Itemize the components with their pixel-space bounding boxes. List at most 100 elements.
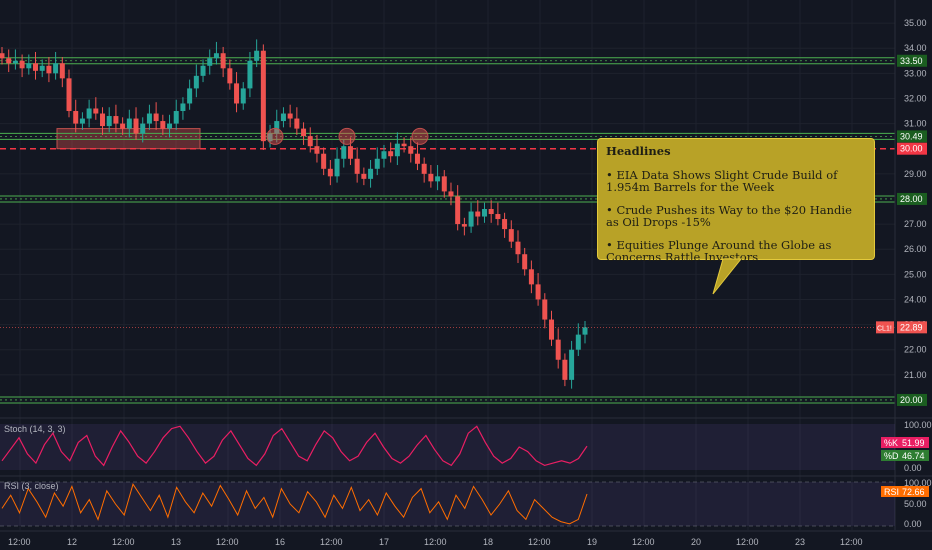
- candle-body: [522, 254, 528, 270]
- candle-body: [200, 65, 206, 76]
- candle-body: [542, 299, 548, 320]
- candle-body: [535, 284, 541, 300]
- candle-body: [435, 176, 441, 182]
- rsi-tag-bg: [881, 486, 929, 497]
- rsi-axis-tick: 50.00: [904, 499, 927, 509]
- candle-body: [113, 116, 119, 124]
- candle-body: [100, 113, 106, 127]
- candle-body: [388, 151, 394, 157]
- candle-body: [347, 146, 353, 159]
- level-label-bg: [897, 192, 927, 205]
- candle-body: [468, 211, 474, 227]
- candle-body: [575, 334, 581, 350]
- stoch-d-name: %D: [884, 451, 899, 461]
- candle-body: [180, 103, 186, 112]
- candle-body: [569, 349, 575, 380]
- candle-body: [414, 153, 420, 164]
- headlines-callout[interactable]: Headlines • EIA Data Shows Slight Crude …: [597, 138, 875, 264]
- candle-body: [66, 78, 72, 112]
- candle-body: [39, 65, 45, 71]
- stoch-d-tag-bg: [881, 450, 929, 461]
- time-axis-tick: 12:00: [8, 537, 31, 547]
- candle-body: [441, 176, 447, 192]
- candle-body: [374, 158, 380, 169]
- candle-body: [582, 327, 588, 335]
- time-axis-tick: 20: [691, 537, 701, 547]
- candle-body: [73, 111, 79, 124]
- level-label: 30.49: [900, 131, 923, 141]
- price-axis-tick: 32.00: [904, 93, 927, 103]
- candle-body: [153, 113, 159, 122]
- candle-body: [220, 53, 226, 69]
- candle-body: [401, 143, 407, 147]
- candle-body: [528, 269, 534, 285]
- price-axis-tick: 22.00: [904, 345, 927, 355]
- candle-body: [321, 153, 327, 169]
- touch-marker: [411, 127, 429, 145]
- candle-body: [267, 133, 273, 142]
- price-axis-tick: 31.00: [904, 119, 927, 129]
- candle-body: [408, 146, 414, 154]
- candle-body: [461, 224, 467, 227]
- time-axis-tick: 12:00: [528, 537, 551, 547]
- price-axis-tick: 24.00: [904, 294, 927, 304]
- headline-item: • EIA Data Shows Slight Crude Build of 1…: [606, 168, 838, 194]
- touch-marker: [338, 127, 356, 145]
- time-axis-tick: 12:00: [320, 537, 343, 547]
- candle-body: [93, 108, 99, 114]
- stoch-band: [0, 424, 895, 470]
- price-axis-tick: 29.00: [904, 169, 927, 179]
- candle-body: [234, 83, 240, 104]
- candle-body: [53, 63, 59, 74]
- candle-body: [227, 68, 233, 84]
- candle-body: [475, 211, 481, 217]
- candle-body: [207, 58, 213, 66]
- candle-body: [59, 63, 65, 79]
- headline-item: • Equities Plunge Around the Globe as Co…: [606, 238, 832, 264]
- time-axis-tick: 12: [67, 537, 77, 547]
- level-label-bg: [897, 393, 927, 406]
- candle-body: [126, 118, 132, 129]
- time-axis-tick: 12:00: [840, 537, 863, 547]
- price-axis-tick: 25.00: [904, 269, 927, 279]
- candle-body: [160, 121, 166, 129]
- candle-body: [106, 116, 112, 127]
- candle-body: [254, 50, 260, 61]
- stoch-label: Stoch (14, 3, 3): [4, 424, 66, 434]
- candle-body: [46, 65, 52, 74]
- candle-body: [0, 53, 5, 59]
- time-axis-tick: 13: [171, 537, 181, 547]
- price-axis-tick: 21.00: [904, 370, 927, 380]
- rsi-label: RSI (3, close): [4, 481, 59, 491]
- time-axis-tick: 16: [275, 537, 285, 547]
- time-axis-tick: 19: [587, 537, 597, 547]
- candle-body: [421, 163, 427, 174]
- candle-body: [173, 111, 179, 124]
- candle-body: [515, 241, 521, 255]
- candle-body: [140, 123, 146, 134]
- time-axis-tick: 12:00: [736, 537, 759, 547]
- stoch-d-value: 46.74: [902, 451, 925, 461]
- headlines-title: Headlines: [606, 144, 671, 158]
- rsi-axis-tick: 100.00: [904, 478, 932, 488]
- candle-body: [555, 339, 561, 360]
- stoch-k-line: [1, 425, 588, 467]
- stoch-axis-tick: 0.00: [904, 463, 922, 473]
- candle-body: [361, 173, 367, 179]
- last-price-bg: [897, 321, 927, 334]
- stoch-k-value: 51.99: [902, 438, 925, 448]
- candle-body: [213, 53, 219, 59]
- candle-body: [502, 219, 508, 230]
- price-axis-tick: 35.00: [904, 18, 927, 28]
- candle-body: [455, 196, 461, 225]
- candle-body: [260, 50, 266, 142]
- candle-body: [508, 229, 514, 242]
- price-axis-tick: 27.00: [904, 219, 927, 229]
- symbol-tag-bg: [876, 321, 894, 334]
- callout-pointer: [712, 258, 743, 295]
- stoch-axis-tick: 100.00: [904, 420, 932, 430]
- candle-body: [146, 113, 152, 124]
- stoch-k-name: %K: [884, 438, 898, 448]
- candle-body: [12, 60, 18, 64]
